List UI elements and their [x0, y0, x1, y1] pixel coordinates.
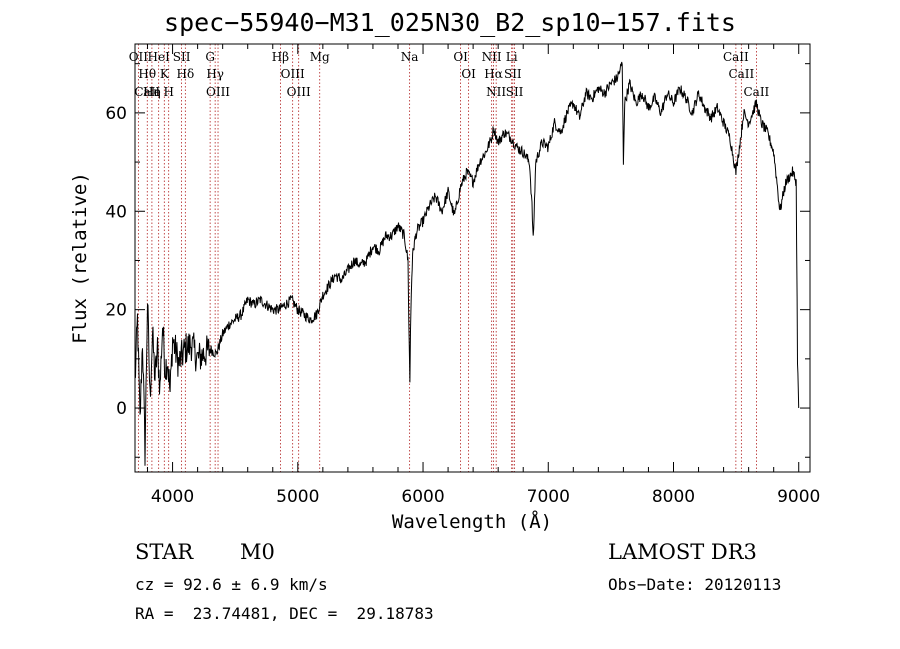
y-tick-label: 60 — [105, 104, 127, 124]
line-label: H — [163, 85, 173, 99]
y-axis-label: Flux (relative) — [69, 172, 91, 344]
x-axis-label: Wavelength (Å) — [392, 510, 552, 533]
y-tick-label: 0 — [116, 399, 127, 419]
line-label: Hβ — [272, 50, 289, 64]
line-label: NII — [486, 85, 506, 99]
observation-date: Obs−Date: 20120113 — [608, 575, 782, 594]
line-label: Na — [401, 50, 419, 64]
coordinates-readout: RA = 23.74481, DEC = 29.18783 — [135, 604, 434, 623]
line-label: CaII — [723, 50, 749, 64]
x-tick-label: 6000 — [401, 487, 444, 507]
line-label: K — [160, 67, 170, 81]
line-label: Hα — [484, 67, 503, 81]
emission-line-labels: OIIHθCaIIHeHηHeIKHSIIHδGHγOIIIHβOIIIOIII… — [129, 50, 770, 99]
redshift-readout: cz = 92.6 ± 6.9 km/s — [135, 575, 328, 594]
x-axis-ticks: 4000 5000 6000 7000 8000 9000 — [147, 44, 820, 507]
line-label: HeI — [148, 50, 171, 64]
line-label: Hγ — [206, 67, 224, 81]
line-label: OIII — [287, 85, 311, 99]
x-tick-label: 8000 — [652, 487, 695, 507]
flux-line — [134, 61, 800, 466]
x-tick-label: 5000 — [276, 487, 319, 507]
x-tick-label: 7000 — [527, 487, 570, 507]
line-label: G — [205, 50, 215, 64]
plot-frame — [134, 43, 811, 473]
line-label: SII — [504, 67, 522, 81]
line-label: He — [143, 85, 161, 99]
line-label: OIII — [281, 67, 305, 81]
line-label: CaII — [728, 67, 754, 81]
line-label: SII — [173, 50, 191, 64]
x-tick-label: 9000 — [777, 487, 820, 507]
line-label: OI — [453, 50, 468, 64]
line-label: CaII — [134, 85, 160, 99]
line-label: Li — [506, 50, 518, 64]
y-tick-label: 20 — [105, 301, 127, 321]
y-axis-ticks: 0 20 40 60 — [105, 63, 810, 458]
y-tick-label: 40 — [105, 202, 127, 222]
emission-line-markers — [137, 44, 757, 472]
object-class: STAR — [135, 540, 194, 564]
line-label: Hη — [143, 85, 161, 99]
line-label: OIII — [206, 85, 230, 99]
line-label: NII — [482, 50, 502, 64]
line-label: CaII — [743, 85, 769, 99]
line-label: Mg — [310, 50, 330, 64]
line-label: Hθ — [138, 67, 156, 81]
line-label: SII — [506, 85, 524, 99]
line-label: OI — [461, 67, 476, 81]
object-subclass: M0 — [240, 540, 275, 564]
line-label: OII — [129, 50, 149, 64]
x-tick-label: 4000 — [151, 487, 194, 507]
flux-series — [134, 61, 800, 466]
survey-name: LAMOST DR3 — [608, 540, 757, 564]
chart-title: spec−55940−M31_025N30_B2_sp10−157.fits — [164, 8, 736, 37]
line-label: Hδ — [176, 67, 194, 81]
